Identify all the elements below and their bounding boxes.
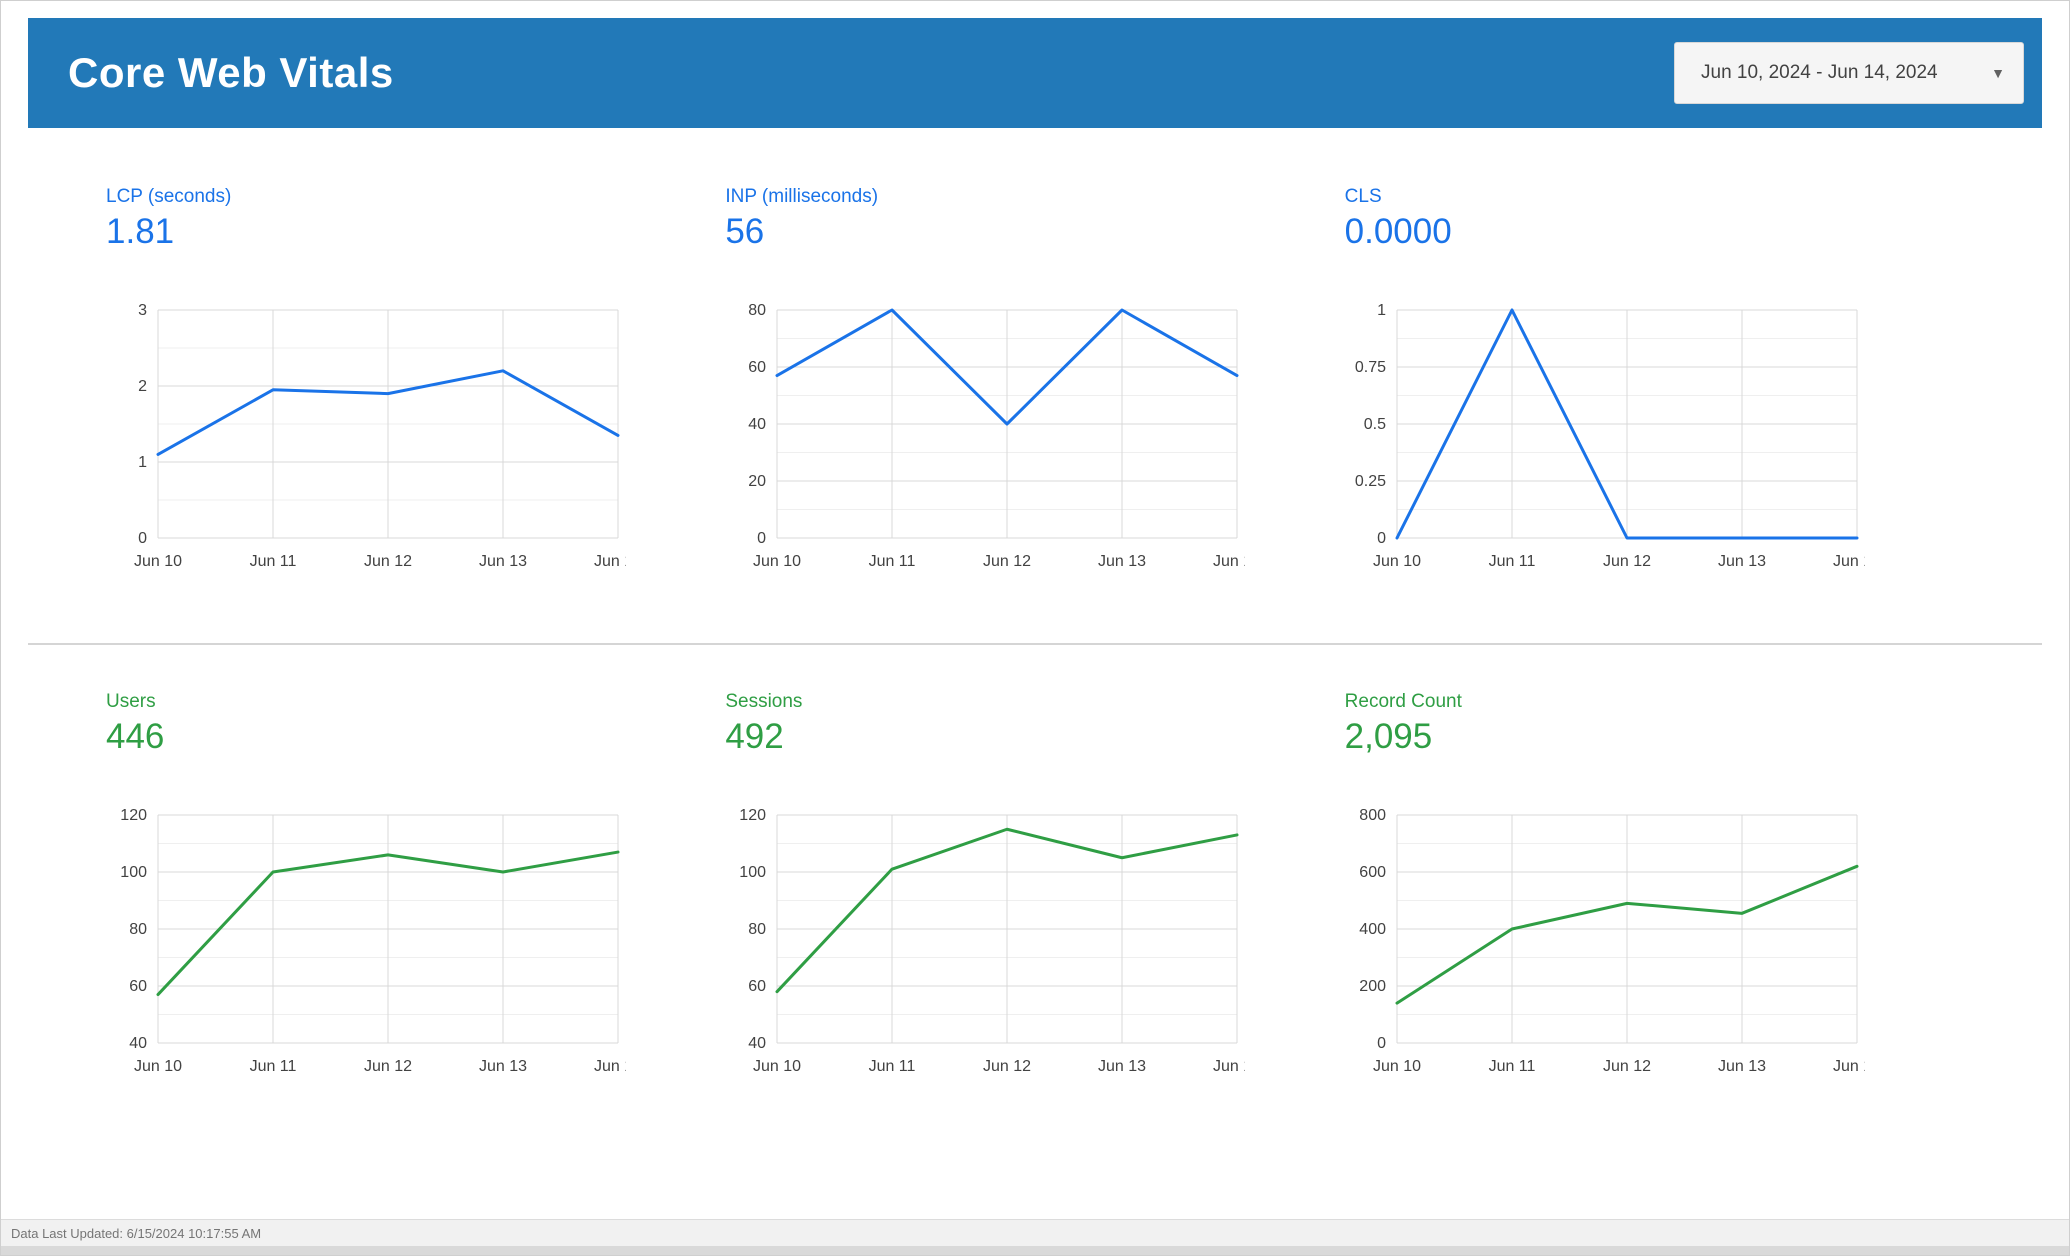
- svg-text:40: 40: [129, 1035, 147, 1052]
- svg-text:40: 40: [749, 1035, 767, 1052]
- metric-label-inp: INP (milliseconds): [725, 186, 879, 207]
- metric-value-inp: 56: [725, 212, 765, 251]
- svg-text:Jun 12: Jun 12: [1603, 553, 1651, 570]
- svg-text:60: 60: [129, 978, 147, 995]
- svg-text:Jun 11: Jun 11: [869, 553, 916, 570]
- svg-text:0: 0: [1377, 530, 1386, 547]
- svg-text:Jun 12: Jun 12: [364, 553, 412, 570]
- svg-text:Jun 11: Jun 11: [869, 1058, 916, 1075]
- metric-label-sessions: Sessions: [725, 691, 803, 712]
- metric-card-cls: CLS 0.0000 0 0.25 0.5 0.75 1 Jun 10 Jun 11 Jun …: [1345, 186, 1964, 591]
- metric-label-record-count: Record Count: [1344, 691, 1462, 712]
- svg-text:800: 800: [1359, 807, 1386, 824]
- svg-text:40: 40: [749, 416, 767, 433]
- svg-text:80: 80: [749, 302, 767, 319]
- svg-text:0: 0: [757, 530, 766, 547]
- report-content: LCP (seconds) 1.81 0 1 2 3 Jun 10 Jun 11 Jun 1…: [28, 128, 2042, 1219]
- svg-text:20: 20: [749, 473, 767, 490]
- svg-text:0.75: 0.75: [1355, 359, 1386, 376]
- metric-card-inp: INP (milliseconds) 56 0 20 40 60 80 Jun 10 Jun…: [725, 186, 1344, 591]
- svg-text:Jun 11: Jun 11: [250, 1058, 297, 1075]
- svg-text:3: 3: [138, 302, 147, 319]
- svg-text:Jun 10: Jun 10: [1373, 553, 1421, 570]
- svg-text:Jun 12: Jun 12: [1603, 1058, 1651, 1075]
- inp-line-chart[interactable]: 0 20 40 60 80 Jun 10 Jun 11 Jun 12 Jun 13 Jun 14: [725, 300, 1344, 591]
- svg-text:80: 80: [749, 921, 767, 938]
- svg-text:2: 2: [138, 378, 147, 395]
- traffic-row: Users 446 40 60 80 100 120 Jun 10 Jun 11 Jun 12…: [28, 691, 2042, 1096]
- svg-text:Jun 12: Jun 12: [983, 1058, 1031, 1075]
- svg-text:120: 120: [740, 807, 767, 824]
- metric-label-lcp: LCP (seconds): [106, 186, 232, 207]
- svg-text:Jun 11: Jun 11: [1488, 1058, 1535, 1075]
- svg-text:Jun 14: Jun 14: [1833, 553, 1865, 570]
- page-title: Core Web Vitals: [68, 49, 394, 96]
- svg-text:0: 0: [138, 530, 147, 547]
- svg-text:Jun 13: Jun 13: [1098, 553, 1146, 570]
- svg-text:0: 0: [1377, 1035, 1386, 1052]
- data-last-updated: Data Last Updated: 6/15/2024 10:17:55 AM: [11, 1225, 262, 1241]
- metric-value-lcp: 1.81: [106, 212, 175, 251]
- vitals-row: LCP (seconds) 1.81 0 1 2 3 Jun 10 Jun 11 Jun 1…: [28, 186, 2042, 591]
- cls-line-chart[interactable]: 0 0.25 0.5 0.75 1 Jun 10 Jun 11 Jun 12 Jun 13 Jun…: [1345, 300, 1964, 591]
- svg-text:60: 60: [749, 359, 767, 376]
- status-bar: Data Last Updated: 6/15/2024 10:17:55 AM: [1, 1219, 2069, 1246]
- metric-value-record-count: 2,095: [1344, 717, 1433, 756]
- chevron-down-icon: ▼: [1991, 65, 2005, 81]
- svg-text:600: 600: [1359, 864, 1386, 881]
- metric-value-sessions: 492: [725, 717, 784, 756]
- svg-text:100: 100: [740, 864, 767, 881]
- svg-text:Jun 12: Jun 12: [364, 1058, 412, 1075]
- svg-text:Jun 11: Jun 11: [1488, 553, 1535, 570]
- svg-text:120: 120: [120, 807, 147, 824]
- svg-text:400: 400: [1359, 921, 1386, 938]
- svg-text:1: 1: [1377, 302, 1386, 319]
- users-line-chart[interactable]: 40 60 80 100 120 Jun 10 Jun 11 Jun 12 Jun 13 Jun …: [106, 805, 725, 1096]
- svg-text:Jun 13: Jun 13: [1718, 553, 1766, 570]
- date-range-value: Jun 10, 2024 - Jun 14, 2024: [1701, 62, 1938, 83]
- section-divider: [28, 643, 2042, 645]
- svg-text:Jun 11: Jun 11: [250, 553, 297, 570]
- sessions-line-chart[interactable]: 40 60 80 100 120 Jun 10 Jun 11 Jun 12 Jun 13 Jun …: [725, 805, 1344, 1096]
- svg-text:Jun 10: Jun 10: [1373, 1058, 1421, 1075]
- svg-text:0.5: 0.5: [1363, 416, 1385, 433]
- svg-text:1: 1: [138, 454, 147, 471]
- svg-text:Jun 13: Jun 13: [479, 553, 527, 570]
- svg-text:Jun 14: Jun 14: [594, 553, 626, 570]
- svg-text:60: 60: [749, 978, 767, 995]
- svg-text:Jun 14: Jun 14: [594, 1058, 626, 1075]
- record-count-line-chart[interactable]: 0 200 400 600 800 Jun 10 Jun 11 Jun 12 Jun 13 Jun…: [1345, 805, 1964, 1096]
- svg-text:0.25: 0.25: [1355, 473, 1386, 490]
- metric-value-users: 446: [106, 717, 165, 756]
- metric-card-record-count: Record Count 2,095 0 200 400 600 800 Jun 10 Ju…: [1345, 691, 1964, 1096]
- svg-text:Jun 14: Jun 14: [1833, 1058, 1865, 1075]
- metric-value-cls: 0.0000: [1344, 212, 1452, 251]
- lcp-line-chart[interactable]: 0 1 2 3 Jun 10 Jun 11 Jun 12 Jun 13 Jun 14: [106, 300, 725, 591]
- svg-text:Jun 14: Jun 14: [1213, 553, 1245, 570]
- svg-text:80: 80: [129, 921, 147, 938]
- svg-text:Jun 14: Jun 14: [1213, 1058, 1245, 1075]
- svg-text:200: 200: [1359, 978, 1386, 995]
- metric-card-sessions: Sessions 492 40 60 80 100 120 Jun 10 Jun 11 Jun…: [725, 691, 1344, 1096]
- report-header: Core Web Vitals Jun 10, 2024 - Jun 14, 2…: [28, 18, 2042, 128]
- bottom-strip: [1, 1246, 2069, 1255]
- svg-text:Jun 13: Jun 13: [479, 1058, 527, 1075]
- metric-card-lcp: LCP (seconds) 1.81 0 1 2 3 Jun 10 Jun 11 Jun 1…: [106, 186, 725, 591]
- svg-text:Jun 10: Jun 10: [753, 553, 801, 570]
- metric-card-users: Users 446 40 60 80 100 120 Jun 10 Jun 11 Jun 12…: [106, 691, 725, 1096]
- svg-text:100: 100: [120, 864, 147, 881]
- date-range-control[interactable]: Jun 10, 2024 - Jun 14, 2024 ▼: [1674, 42, 2024, 104]
- svg-text:Jun 13: Jun 13: [1098, 1058, 1146, 1075]
- svg-text:Jun 10: Jun 10: [753, 1058, 801, 1075]
- svg-text:Jun 13: Jun 13: [1718, 1058, 1766, 1075]
- report-canvas: Core Web Vitals Jun 10, 2024 - Jun 14, 2…: [1, 1, 2069, 1219]
- svg-text:Jun 10: Jun 10: [134, 1058, 182, 1075]
- metric-label-users: Users: [106, 691, 156, 712]
- metric-label-cls: CLS: [1344, 186, 1382, 207]
- svg-text:Jun 12: Jun 12: [983, 553, 1031, 570]
- svg-text:Jun 10: Jun 10: [134, 553, 182, 570]
